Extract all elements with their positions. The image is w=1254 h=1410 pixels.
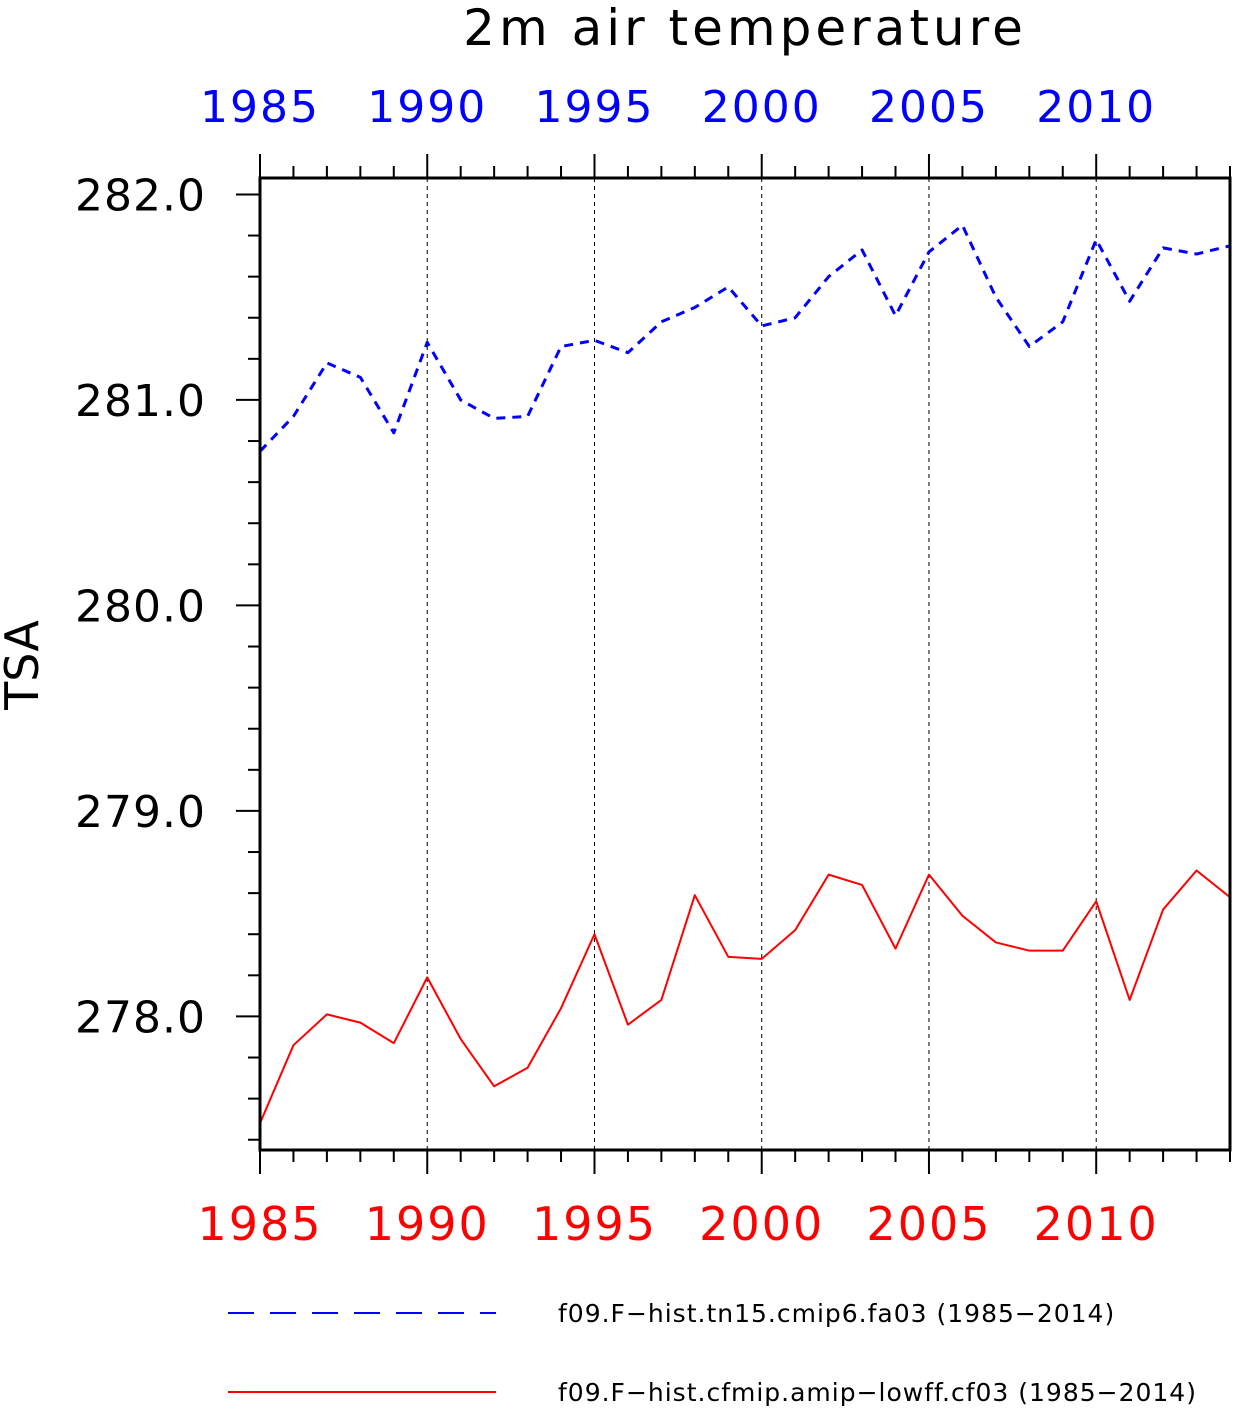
x-tick-label-top: 1995 [534,82,654,133]
series-lines [258,223,1231,1124]
y-tick-label: 280.0 [75,581,206,632]
y-tick-label: 282.0 [75,170,206,221]
grid-lines [426,178,1097,1150]
y-tick-label: 279.0 [75,787,206,838]
x-tick-label-top: 1990 [367,82,487,133]
x-tick-label-top: 2000 [702,82,822,133]
x-tick-label-bottom: 1995 [532,1197,657,1251]
series-line-1 [258,223,1231,453]
x-tick-label-bottom: 1985 [197,1197,322,1251]
x-tick-label-bottom: 2005 [866,1197,991,1251]
chart-title: 2m air temperature [463,0,1027,57]
x-tick-label-top: 1985 [200,82,320,133]
series-line-2 [259,869,1231,1124]
x-tick-label-top: 2005 [869,82,989,133]
axis-ticks [236,154,1231,1174]
legend-label-series-2: f09.F−hist.cfmip.amip−lowff.cf03 (1985−2… [558,1378,1197,1407]
legend-label-series-1: f09.F−hist.tn15.cmip6.fa03 (1985−2014) [558,1299,1115,1328]
y-tick-label: 278.0 [75,992,206,1043]
x-tick-label-bottom: 2010 [1034,1197,1159,1251]
y-tick-label: 281.0 [75,376,206,427]
tick-labels: 1985 1985 1990 1990 1995 1995 2000 2000 2005 2005… [75,82,1159,1251]
legend: f09.F−hist.tn15.cmip6.fa03 (1985−2014) f… [228,1299,1197,1407]
y-axis-label: TSA [0,620,49,711]
plot-frame [258,176,1232,1152]
x-tick-label-bottom: 2000 [699,1197,824,1251]
x-tick-label-bottom: 1990 [365,1197,490,1251]
x-tick-label-top: 2010 [1036,82,1156,133]
